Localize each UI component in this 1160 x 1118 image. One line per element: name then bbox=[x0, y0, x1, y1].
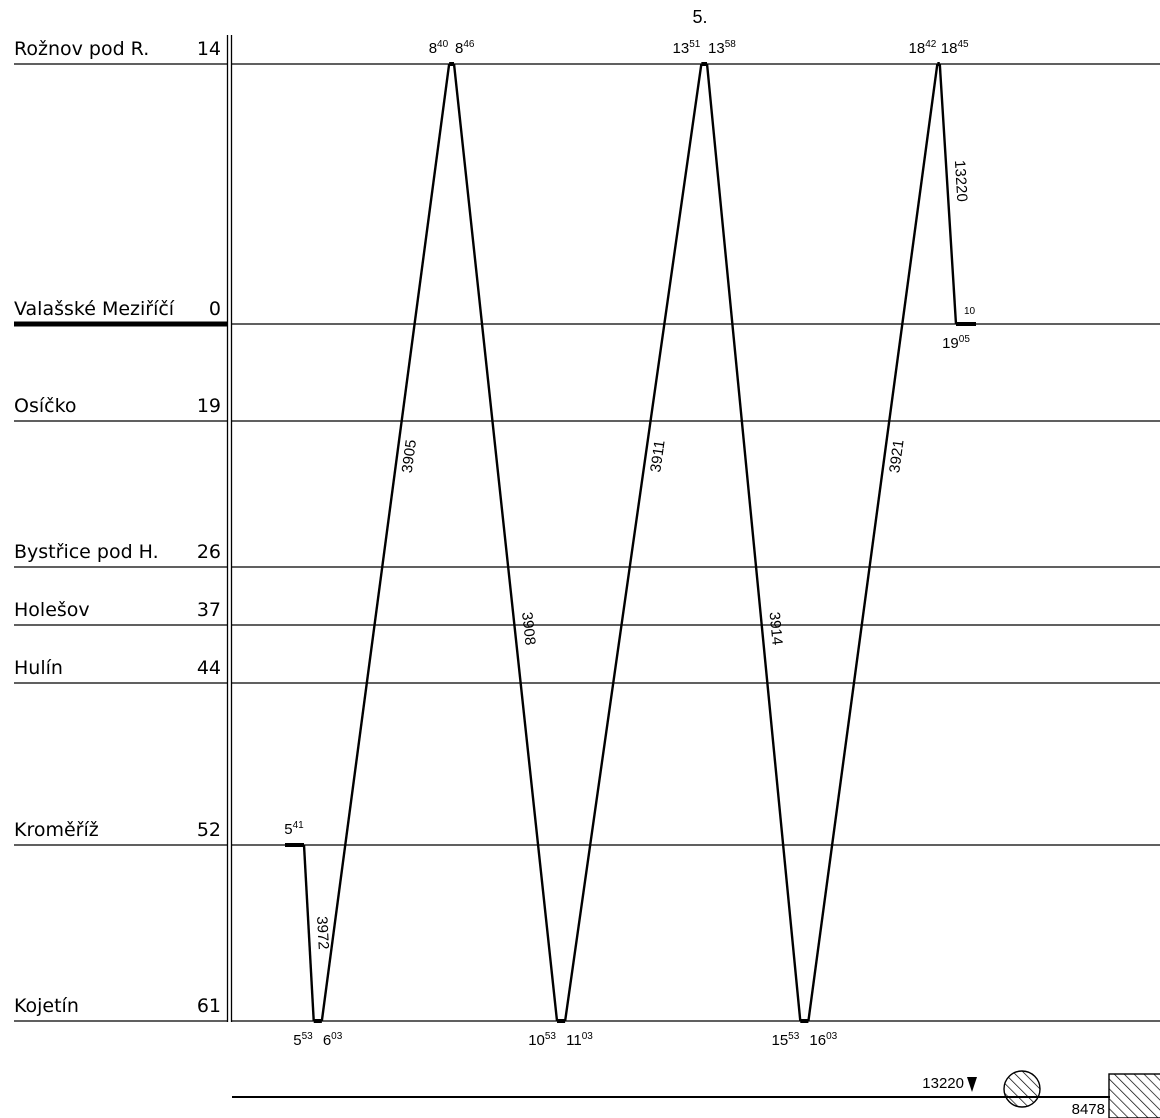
station-lines bbox=[232, 63, 1160, 1022]
train-3914-path bbox=[705, 63, 802, 1022]
time-label-18-45: 1845 bbox=[941, 39, 969, 57]
train-3921-number: 3921 bbox=[886, 439, 907, 474]
station-holesov-km: 37 bbox=[197, 599, 221, 621]
station-osicko-km: 19 bbox=[197, 395, 221, 417]
station-osicko-name: Osíčko bbox=[14, 395, 77, 417]
hatched-circle-icon bbox=[1003, 1070, 1041, 1108]
time-label-5-53: 553 bbox=[293, 1031, 313, 1049]
station-valasske-mezirici-km: 0 bbox=[209, 298, 221, 320]
station-holesov-name: Holešov bbox=[14, 599, 90, 621]
train-3972-path bbox=[302, 844, 315, 1022]
station-labels: Rožnov pod R. 14 Valašské Meziříčí 0 Osíčko 1… bbox=[14, 38, 227, 1022]
train-3921-path bbox=[807, 63, 939, 1022]
train-3972-number: 3972 bbox=[313, 916, 332, 950]
train-3911-path bbox=[563, 63, 703, 1022]
train-13220-number: 13220 bbox=[951, 160, 971, 203]
time-label-13-58: 1358 bbox=[708, 39, 736, 57]
station-hulin-name: Hulín bbox=[14, 657, 63, 679]
bottom-end-code: 8478 bbox=[1072, 1101, 1105, 1118]
bottom-marker-train-number: 13220 bbox=[922, 1075, 964, 1092]
station-kojetin-name: Kojetín bbox=[14, 995, 79, 1017]
time-label-19-05: 1905 bbox=[942, 334, 970, 352]
train-paths: 3972 3905 3908 3911 3914 3921 13220 bbox=[285, 62, 976, 1023]
time-label-5-41: 541 bbox=[284, 820, 304, 838]
marker-triangle-icon bbox=[967, 1077, 977, 1092]
train-3905-path bbox=[320, 63, 451, 1022]
station-hulin-km: 44 bbox=[197, 657, 221, 679]
train-3908-number: 3908 bbox=[518, 611, 538, 646]
station-roznov-pod-r-km: 14 bbox=[197, 38, 221, 60]
bottom-bar: 13220 8478 bbox=[232, 1070, 1160, 1118]
station-bystrice-pod-h-name: Bystřice pod H. bbox=[14, 541, 159, 563]
station-roznov-pod-r-name: Rožnov pod R. bbox=[14, 38, 149, 60]
train-3905-number: 3905 bbox=[399, 439, 420, 474]
time-label-18-42: 1842 bbox=[909, 39, 937, 57]
station-valasske-mezirici-name: Valašské Meziříčí bbox=[14, 298, 175, 320]
station-kromeriz-name: Kroměříž bbox=[14, 819, 99, 841]
time-label-11-03: 1103 bbox=[566, 1031, 593, 1049]
train-3911-number: 3911 bbox=[647, 439, 668, 473]
time-label-6-03: 603 bbox=[323, 1031, 343, 1049]
time-label-8-46: 846 bbox=[455, 39, 475, 57]
hatched-block-icon bbox=[1108, 1073, 1160, 1118]
time-label-10-53: 1053 bbox=[528, 1031, 556, 1049]
train-3914-number: 3914 bbox=[766, 611, 786, 646]
time-label-15-53: 1553 bbox=[771, 1031, 799, 1049]
time-label-8-40: 840 bbox=[429, 39, 449, 57]
diagram-title: 5. bbox=[692, 7, 707, 27]
end-minute-label: 10 bbox=[964, 306, 976, 317]
time-label-16-03: 1603 bbox=[809, 1031, 837, 1049]
time-labels: 541 553 603 840 846 1053 1103 1351 1358 1553 1603 1… bbox=[284, 39, 970, 1049]
train-3908-path bbox=[452, 63, 559, 1022]
train-13220-path bbox=[938, 63, 958, 325]
time-label-13-51: 1351 bbox=[673, 39, 701, 57]
station-kromeriz-km: 52 bbox=[197, 819, 221, 841]
station-bystrice-pod-h-km: 26 bbox=[197, 541, 221, 563]
station-kojetin-km: 61 bbox=[197, 995, 221, 1017]
